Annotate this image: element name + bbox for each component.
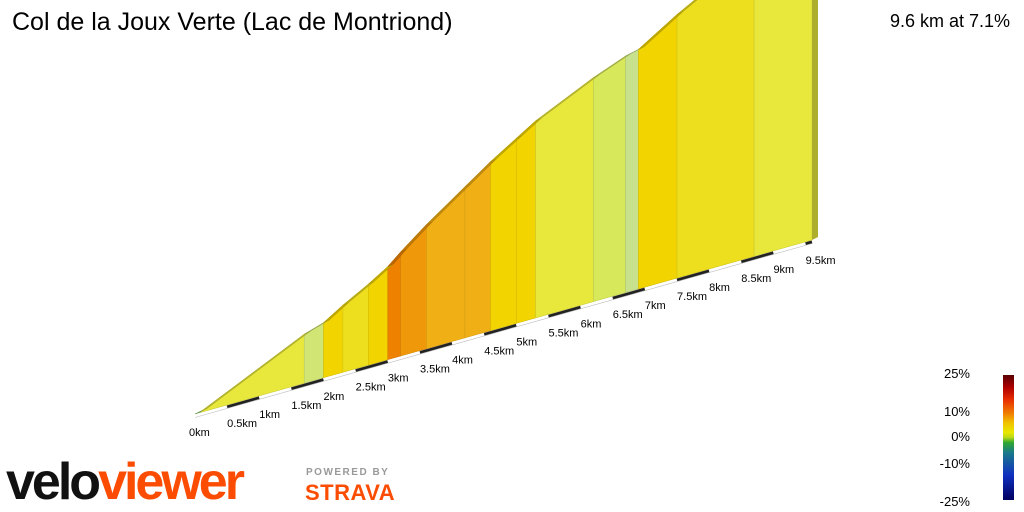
axis-dash [290, 378, 324, 391]
distance-tick-label: 2.5km [356, 382, 386, 394]
distance-tick-label: 8.5km [741, 273, 771, 285]
profile-segment [400, 223, 427, 357]
distance-tick-label: 3.5km [420, 364, 450, 376]
axis-dash [515, 314, 549, 327]
axis-dash [419, 342, 453, 355]
logo-velo-text: velo [6, 453, 101, 511]
profile-segment-top [676, 0, 698, 15]
distance-axis [194, 240, 813, 418]
axis-dash [676, 269, 710, 282]
distance-tick-label: 7km [645, 300, 666, 312]
legend-label-0: 0% [951, 429, 970, 444]
axis-dash [740, 251, 774, 264]
distance-tick-label: 5.5km [548, 327, 578, 339]
axis-dash [226, 396, 260, 409]
profile-segment [342, 283, 369, 373]
profile-end-face [812, 0, 818, 240]
axis-dash [612, 287, 646, 300]
profile-segment [426, 186, 466, 350]
strava-logo: STRAVA [305, 480, 396, 505]
profile-top-surface [194, 0, 818, 415]
profile-segment [516, 120, 536, 324]
distance-tick-label: 8km [709, 282, 730, 294]
axis-dash [708, 260, 742, 273]
profile-segment [593, 55, 626, 303]
distance-tick-label: 1km [259, 409, 280, 421]
profile-segment [638, 13, 678, 290]
distance-tick-label: 3km [388, 373, 409, 385]
axis-dash [355, 360, 389, 373]
legend-label-25: 25% [943, 366, 970, 381]
axis-dash [451, 332, 485, 345]
legend-label-minus-25: -25% [939, 494, 970, 509]
axis-dash [323, 369, 357, 382]
profile-segment [387, 251, 401, 361]
distance-tick-label: 5km [516, 336, 537, 348]
distance-tick-label: 2km [324, 391, 345, 403]
gradient-legend: 25% 10% 0% -10% -25% [940, 360, 1024, 512]
profile-segments [194, 0, 813, 415]
climb-summary: 9.6 km at 7.1% [889, 11, 1010, 31]
axis-dash [258, 387, 292, 400]
distance-tick-label: 9km [773, 264, 794, 276]
distance-tick-label: 0km [189, 427, 210, 439]
axis-dash [194, 405, 228, 418]
profile-segment [676, 0, 755, 279]
legend-label-minus-10: -10% [939, 456, 970, 471]
distance-tick-label: 6km [581, 318, 602, 330]
logo-viewer-text: viewer [98, 453, 245, 511]
profile-segment [490, 137, 517, 332]
profile-segment [625, 48, 639, 293]
distance-tick-label: 4km [452, 355, 473, 367]
axis-dash [580, 296, 614, 309]
axis-dash [805, 240, 813, 246]
axis-dash [387, 351, 421, 364]
distance-tick-label: 1.5km [291, 400, 321, 412]
distance-tick-label: 4.5km [484, 345, 514, 357]
axis-dash [644, 278, 678, 291]
profile-segment [753, 0, 813, 257]
distance-tick-label: 0.5km [227, 418, 257, 430]
axis-dash [483, 323, 517, 336]
axis-dash [548, 305, 582, 318]
profile-segment [303, 322, 324, 384]
distance-tick-label: 7.5km [677, 291, 707, 303]
legend-label-10: 10% [943, 404, 970, 419]
axis-edge [194, 243, 813, 418]
axis-dash [773, 242, 806, 255]
distance-tick-label: 9.5km [806, 255, 836, 267]
page-title: Col de la Joux Verte (Lac de Montriond) [12, 8, 453, 36]
distance-tick-label: 6.5km [613, 309, 643, 321]
profile-segment [464, 160, 491, 339]
powered-by-text: POWERED BY [306, 467, 390, 478]
legend-color-scale [1003, 375, 1014, 500]
profile-segment [535, 77, 594, 319]
